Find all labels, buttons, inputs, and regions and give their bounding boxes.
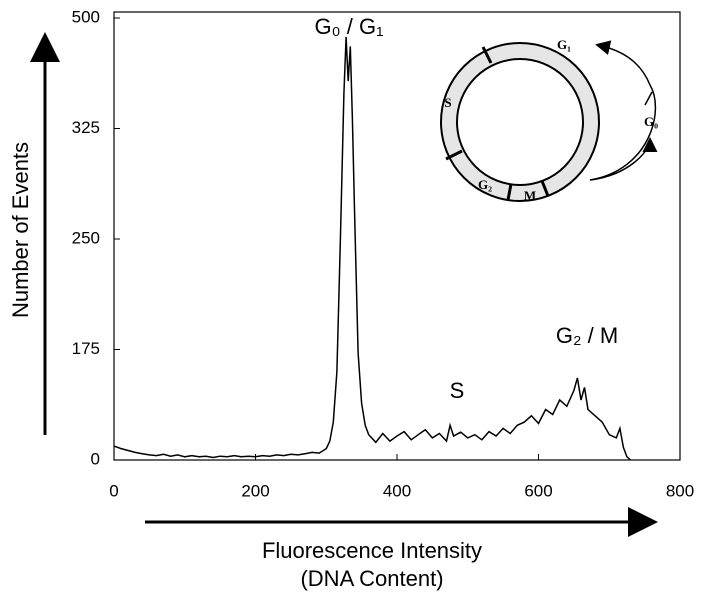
phase-divider <box>540 180 550 197</box>
phase-label: G₀ <box>644 114 658 129</box>
x-tick-label: 200 <box>241 481 269 500</box>
phase-label: G₁ <box>557 37 571 52</box>
y-tick-label: 250 <box>72 228 100 247</box>
annotation: G₂ / M <box>556 323 618 348</box>
phase-divider <box>481 46 493 64</box>
phase-divider <box>445 149 463 161</box>
x-axis-title: (DNA Content) <box>300 566 443 591</box>
phase-label: M <box>524 188 536 203</box>
ring-inner <box>456 58 584 186</box>
annotation: S <box>450 378 465 403</box>
phase-label: G₂ <box>478 177 492 192</box>
x-tick-label: 600 <box>524 481 552 500</box>
phase-divider <box>506 183 513 201</box>
cell-cycle-inset: G₁ S G₂ M G₀ <box>440 37 658 203</box>
plot-frame <box>113 11 681 461</box>
phase-label: S <box>444 95 451 110</box>
g0-arrow <box>589 40 657 181</box>
y-tick-label: 500 <box>72 7 100 26</box>
x-tick-label: 400 <box>383 481 411 500</box>
histogram-line <box>113 36 631 461</box>
annotation: G₀ / G₁ <box>314 14 383 39</box>
g0-arrow <box>644 91 653 106</box>
ring <box>441 43 599 201</box>
x-axis-title: Fluorescence Intensity <box>262 538 482 563</box>
x-tick-label: 0 <box>109 481 118 500</box>
ring-outer <box>440 42 600 202</box>
g0-arrow-out <box>589 137 658 181</box>
y-axis-title: Number of Events <box>8 142 33 318</box>
x-tick-label: 800 <box>666 481 694 500</box>
y-tick-label: 175 <box>72 339 100 358</box>
y-tick-label: 325 <box>72 118 100 137</box>
y-tick-label: 0 <box>91 449 100 468</box>
